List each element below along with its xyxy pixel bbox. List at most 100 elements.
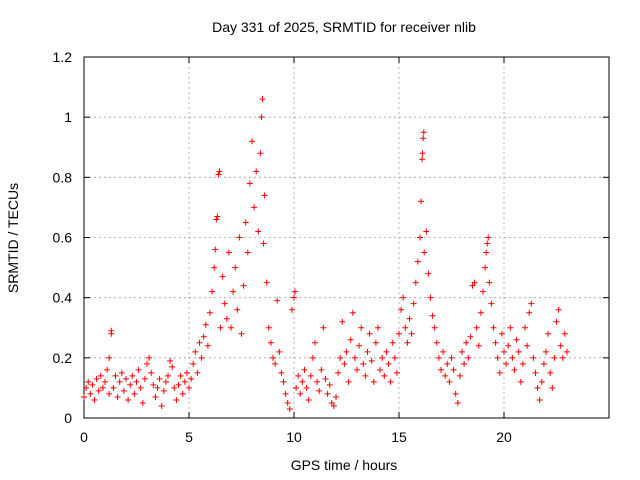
axis-ticks bbox=[83, 56, 609, 419]
data-point bbox=[240, 282, 247, 289]
data-point bbox=[446, 378, 453, 385]
data-point bbox=[232, 264, 239, 271]
data-point bbox=[375, 324, 381, 331]
data-point bbox=[251, 204, 258, 211]
data-point bbox=[154, 384, 161, 391]
data-point bbox=[216, 168, 223, 175]
data-point bbox=[297, 390, 304, 397]
data-point bbox=[97, 372, 104, 379]
data-point bbox=[194, 369, 201, 376]
data-point bbox=[288, 306, 295, 313]
data-point bbox=[561, 330, 568, 337]
data-point bbox=[162, 378, 169, 385]
data-point bbox=[393, 369, 400, 376]
data-point bbox=[540, 360, 547, 367]
data-point bbox=[354, 366, 360, 373]
data-point bbox=[169, 363, 176, 370]
data-point bbox=[419, 156, 426, 163]
data-point bbox=[485, 234, 492, 241]
data-point bbox=[431, 324, 438, 331]
data-point bbox=[452, 390, 459, 397]
chart-title: Day 331 of 2025, SRMTID for receiver nli… bbox=[212, 19, 476, 35]
data-point bbox=[312, 339, 318, 346]
data-point bbox=[475, 342, 482, 349]
data-point bbox=[545, 330, 552, 337]
data-point bbox=[427, 294, 434, 301]
data-point bbox=[364, 348, 371, 355]
data-point bbox=[278, 369, 285, 376]
data-point bbox=[509, 354, 516, 361]
data-point bbox=[196, 339, 203, 346]
data-point bbox=[459, 348, 465, 355]
y-tick-label: 0.8 bbox=[53, 169, 73, 185]
data-point bbox=[114, 393, 121, 400]
data-point bbox=[345, 378, 352, 385]
data-point bbox=[547, 369, 554, 376]
data-point bbox=[314, 378, 321, 385]
data-point bbox=[492, 339, 499, 346]
data-point bbox=[146, 354, 153, 361]
data-point bbox=[484, 240, 491, 247]
data-point bbox=[337, 354, 344, 361]
data-point bbox=[421, 249, 428, 256]
data-point bbox=[123, 375, 129, 382]
data-point bbox=[179, 390, 186, 397]
data-point bbox=[209, 288, 216, 295]
data-point bbox=[217, 324, 224, 331]
data-point bbox=[305, 396, 312, 403]
data-point bbox=[557, 342, 564, 349]
data-point bbox=[186, 384, 192, 391]
data-point bbox=[255, 228, 262, 235]
data-point bbox=[167, 357, 174, 364]
data-point bbox=[530, 354, 537, 361]
data-point bbox=[349, 309, 356, 316]
data-point bbox=[137, 384, 144, 391]
data-point bbox=[517, 378, 524, 385]
data-point bbox=[110, 384, 117, 391]
data-point bbox=[398, 306, 405, 313]
data-point bbox=[469, 282, 476, 289]
data-point bbox=[158, 402, 165, 409]
data-point bbox=[402, 324, 409, 331]
data-point bbox=[335, 369, 342, 376]
data-point bbox=[385, 360, 392, 367]
data-point bbox=[448, 354, 455, 361]
data-point bbox=[95, 387, 102, 394]
data-point bbox=[420, 135, 427, 142]
y-tick-label: 0 bbox=[64, 410, 72, 426]
data-point bbox=[127, 381, 134, 388]
data-point bbox=[291, 294, 297, 301]
data-point bbox=[87, 390, 94, 397]
data-point bbox=[244, 249, 251, 256]
data-point bbox=[81, 393, 87, 400]
data-point bbox=[347, 336, 354, 343]
data-point bbox=[333, 393, 339, 400]
data-point bbox=[225, 249, 232, 256]
data-point bbox=[129, 372, 136, 379]
y-axis-title: SRMTID / TECUs bbox=[5, 183, 21, 293]
data-point bbox=[267, 339, 274, 346]
data-point bbox=[188, 375, 195, 382]
data-point bbox=[106, 354, 113, 361]
data-point bbox=[280, 378, 287, 385]
data-point bbox=[204, 342, 211, 349]
data-point bbox=[274, 297, 281, 304]
data-point bbox=[482, 264, 489, 271]
data-point bbox=[379, 354, 386, 361]
data-point bbox=[418, 198, 425, 205]
data-point bbox=[139, 399, 146, 406]
data-point bbox=[538, 378, 545, 385]
data-point bbox=[414, 258, 421, 265]
data-point bbox=[339, 318, 346, 325]
data-point bbox=[486, 279, 493, 286]
data-point bbox=[524, 342, 531, 349]
x-tick-label: 10 bbox=[286, 429, 302, 445]
data-point bbox=[507, 324, 514, 331]
data-point bbox=[444, 360, 451, 367]
data-point bbox=[341, 360, 348, 367]
data-point bbox=[490, 324, 497, 331]
data-point bbox=[108, 327, 115, 334]
data-point bbox=[276, 348, 283, 355]
data-point bbox=[326, 381, 333, 388]
